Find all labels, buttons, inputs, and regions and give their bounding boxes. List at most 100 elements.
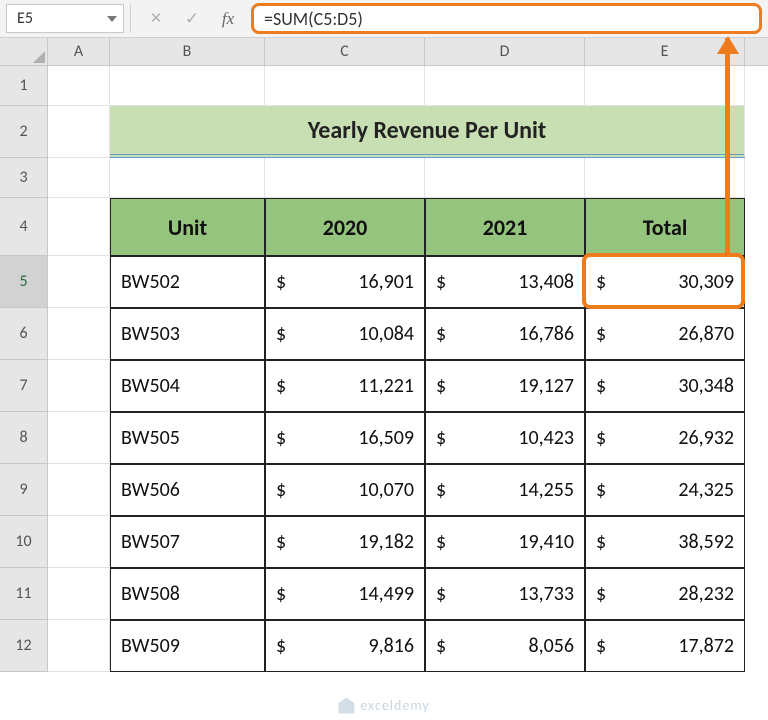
currency-symbol: $ bbox=[436, 426, 446, 450]
column-header[interactable]: B bbox=[110, 38, 265, 65]
cell-value: 13,733 bbox=[518, 582, 574, 606]
cell[interactable] bbox=[585, 66, 745, 106]
cell[interactable] bbox=[265, 66, 425, 106]
total-cell[interactable]: $24,325 bbox=[585, 464, 745, 516]
total-cell[interactable]: $28,232 bbox=[585, 568, 745, 620]
name-box[interactable]: E5 bbox=[6, 4, 124, 33]
currency-symbol: $ bbox=[276, 530, 286, 554]
year-cell[interactable]: $19,410 bbox=[425, 516, 585, 568]
year-cell[interactable]: $16,509 bbox=[265, 412, 425, 464]
formula-input[interactable]: =SUM(C5:D5) bbox=[264, 8, 363, 30]
table-header[interactable]: 2020 bbox=[265, 198, 425, 256]
cancel-icon[interactable] bbox=[139, 4, 173, 34]
cell[interactable] bbox=[48, 158, 110, 198]
unit-cell[interactable]: BW505 bbox=[110, 412, 265, 464]
unit-cell[interactable]: BW507 bbox=[110, 516, 265, 568]
column-header[interactable]: C bbox=[265, 38, 425, 65]
cell[interactable] bbox=[48, 106, 110, 158]
row-header[interactable]: 11 bbox=[0, 568, 48, 620]
total-cell[interactable]: $38,592 bbox=[585, 516, 745, 568]
cell[interactable] bbox=[425, 158, 585, 198]
currency-symbol: $ bbox=[596, 426, 606, 450]
cell[interactable] bbox=[48, 66, 110, 106]
year-cell[interactable]: $16,786 bbox=[425, 308, 585, 360]
year-cell[interactable]: $10,423 bbox=[425, 412, 585, 464]
table-header[interactable]: Total bbox=[585, 198, 745, 256]
currency-symbol: $ bbox=[436, 530, 446, 554]
row-header[interactable]: 6 bbox=[0, 308, 48, 360]
year-cell[interactable]: $14,255 bbox=[425, 464, 585, 516]
year-cell[interactable]: $16,901 bbox=[265, 256, 425, 308]
year-cell[interactable]: $19,127 bbox=[425, 360, 585, 412]
table-header[interactable]: 2021 bbox=[425, 198, 585, 256]
unit-cell[interactable]: BW504 bbox=[110, 360, 265, 412]
unit-cell[interactable]: BW502 bbox=[110, 256, 265, 308]
cell-value: 10,423 bbox=[518, 426, 574, 450]
year-cell[interactable]: $13,408 bbox=[425, 256, 585, 308]
year-cell[interactable]: $19,182 bbox=[265, 516, 425, 568]
cell[interactable] bbox=[48, 412, 110, 464]
year-cell[interactable]: $14,499 bbox=[265, 568, 425, 620]
cell[interactable] bbox=[48, 516, 110, 568]
cell-value: 19,127 bbox=[518, 374, 574, 398]
total-cell[interactable]: $26,870 bbox=[585, 308, 745, 360]
currency-symbol: $ bbox=[596, 270, 606, 294]
cell[interactable] bbox=[265, 158, 425, 198]
column-header[interactable]: A bbox=[48, 38, 110, 65]
row-header[interactable]: 7 bbox=[0, 360, 48, 412]
cell-value: 16,509 bbox=[358, 426, 414, 450]
cell[interactable] bbox=[425, 66, 585, 106]
watermark: exceldemy bbox=[338, 697, 429, 714]
chevron-down-icon[interactable] bbox=[107, 16, 117, 22]
row-header[interactable]: 5 bbox=[0, 256, 48, 308]
cell[interactable] bbox=[48, 308, 110, 360]
total-cell[interactable]: $17,872 bbox=[585, 620, 745, 672]
cell[interactable] bbox=[110, 158, 265, 198]
name-box-value: E5 bbox=[17, 9, 107, 28]
cell[interactable] bbox=[48, 256, 110, 308]
year-cell[interactable]: $8,056 bbox=[425, 620, 585, 672]
cell[interactable] bbox=[48, 620, 110, 672]
row-header[interactable]: 12 bbox=[0, 620, 48, 672]
row-header[interactable]: 2 bbox=[0, 106, 48, 158]
cell-value: 38,592 bbox=[678, 530, 734, 554]
cell[interactable] bbox=[48, 464, 110, 516]
year-cell[interactable]: $13,733 bbox=[425, 568, 585, 620]
row-header[interactable]: 10 bbox=[0, 516, 48, 568]
row-header[interactable]: 9 bbox=[0, 464, 48, 516]
year-cell[interactable]: $11,221 bbox=[265, 360, 425, 412]
currency-symbol: $ bbox=[596, 634, 606, 658]
year-cell[interactable]: $10,084 bbox=[265, 308, 425, 360]
cell[interactable] bbox=[585, 158, 745, 198]
cell-value: 14,255 bbox=[518, 478, 574, 502]
year-cell[interactable]: $10,070 bbox=[265, 464, 425, 516]
select-all-corner[interactable] bbox=[0, 38, 48, 66]
cell-value: 30,348 bbox=[678, 374, 734, 398]
cell-value: 10,070 bbox=[358, 478, 414, 502]
confirm-icon[interactable] bbox=[175, 4, 209, 34]
column-header[interactable]: D bbox=[425, 38, 585, 65]
table-header[interactable]: Unit bbox=[110, 198, 265, 256]
unit-cell[interactable]: BW509 bbox=[110, 620, 265, 672]
cell[interactable] bbox=[48, 198, 110, 256]
cell[interactable] bbox=[48, 568, 110, 620]
total-cell[interactable]: $30,309 bbox=[585, 256, 745, 308]
unit-cell[interactable]: BW508 bbox=[110, 568, 265, 620]
cell-value: 13,408 bbox=[518, 270, 574, 294]
cell-value: 24,325 bbox=[678, 478, 734, 502]
total-cell[interactable]: $26,932 bbox=[585, 412, 745, 464]
row-header[interactable]: 4 bbox=[0, 198, 48, 256]
cell[interactable] bbox=[110, 66, 265, 106]
year-cell[interactable]: $9,816 bbox=[265, 620, 425, 672]
unit-cell[interactable]: BW506 bbox=[110, 464, 265, 516]
cell[interactable] bbox=[48, 360, 110, 412]
row-header[interactable]: 8 bbox=[0, 412, 48, 464]
currency-symbol: $ bbox=[596, 322, 606, 346]
total-cell[interactable]: $30,348 bbox=[585, 360, 745, 412]
row-header[interactable]: 3 bbox=[0, 158, 48, 198]
fx-icon[interactable]: fx bbox=[211, 4, 245, 34]
cell-value: 26,870 bbox=[678, 322, 734, 346]
row-header[interactable]: 1 bbox=[0, 66, 48, 106]
currency-symbol: $ bbox=[276, 426, 286, 450]
unit-cell[interactable]: BW503 bbox=[110, 308, 265, 360]
